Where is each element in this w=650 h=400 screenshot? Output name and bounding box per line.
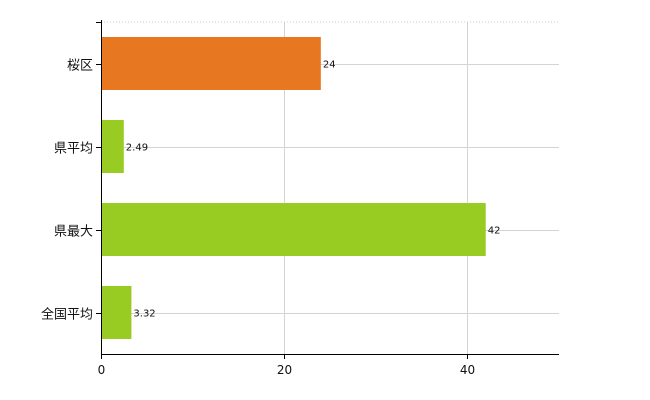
value-label-3: 3.32 — [133, 309, 155, 320]
bars — [101, 37, 486, 339]
axes — [96, 20, 559, 359]
x-tick-label-1: 20 — [277, 363, 292, 377]
bar-3 — [101, 286, 132, 339]
category-label-3: 全国平均 — [41, 307, 93, 323]
value-label-1: 2.49 — [126, 143, 148, 154]
x-tick-label-2: 40 — [460, 363, 475, 377]
category-label-1: 県平均 — [54, 142, 93, 157]
x-tick-label-0: 0 — [98, 363, 106, 377]
bar-0 — [101, 37, 321, 90]
bar-1 — [101, 120, 124, 173]
value-label-0: 24 — [323, 60, 336, 71]
category-label-0: 桜区 — [67, 59, 93, 74]
value-label-2: 42 — [488, 226, 501, 237]
category-label-2: 県最大 — [54, 225, 93, 240]
bar-2 — [101, 203, 486, 256]
